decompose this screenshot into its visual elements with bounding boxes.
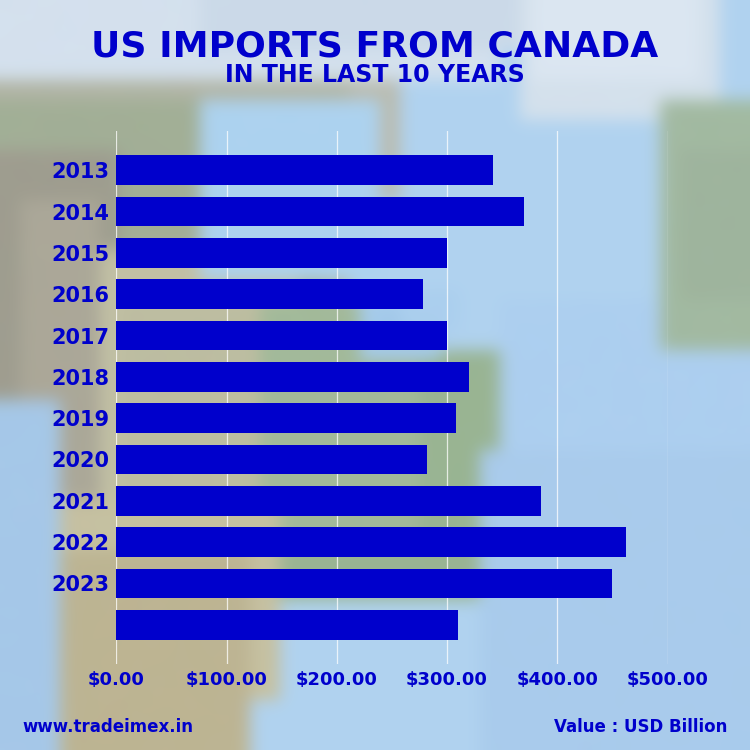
Text: Value : USD Billion: Value : USD Billion (554, 718, 728, 736)
Bar (116, 155, 494, 185)
Bar (116, 527, 626, 557)
Bar (116, 568, 612, 598)
Text: www.tradeimex.in: www.tradeimex.in (22, 718, 194, 736)
Text: US IMPORTS FROM CANADA: US IMPORTS FROM CANADA (92, 29, 658, 64)
Bar (116, 610, 458, 640)
Bar (116, 362, 469, 392)
Text: IN THE LAST 10 YEARS: IN THE LAST 10 YEARS (225, 63, 525, 87)
Bar (116, 321, 447, 350)
Bar (116, 238, 447, 268)
Bar (116, 279, 423, 309)
Bar (116, 445, 427, 474)
Bar (116, 196, 524, 226)
Bar (116, 486, 541, 516)
Bar (116, 404, 456, 433)
